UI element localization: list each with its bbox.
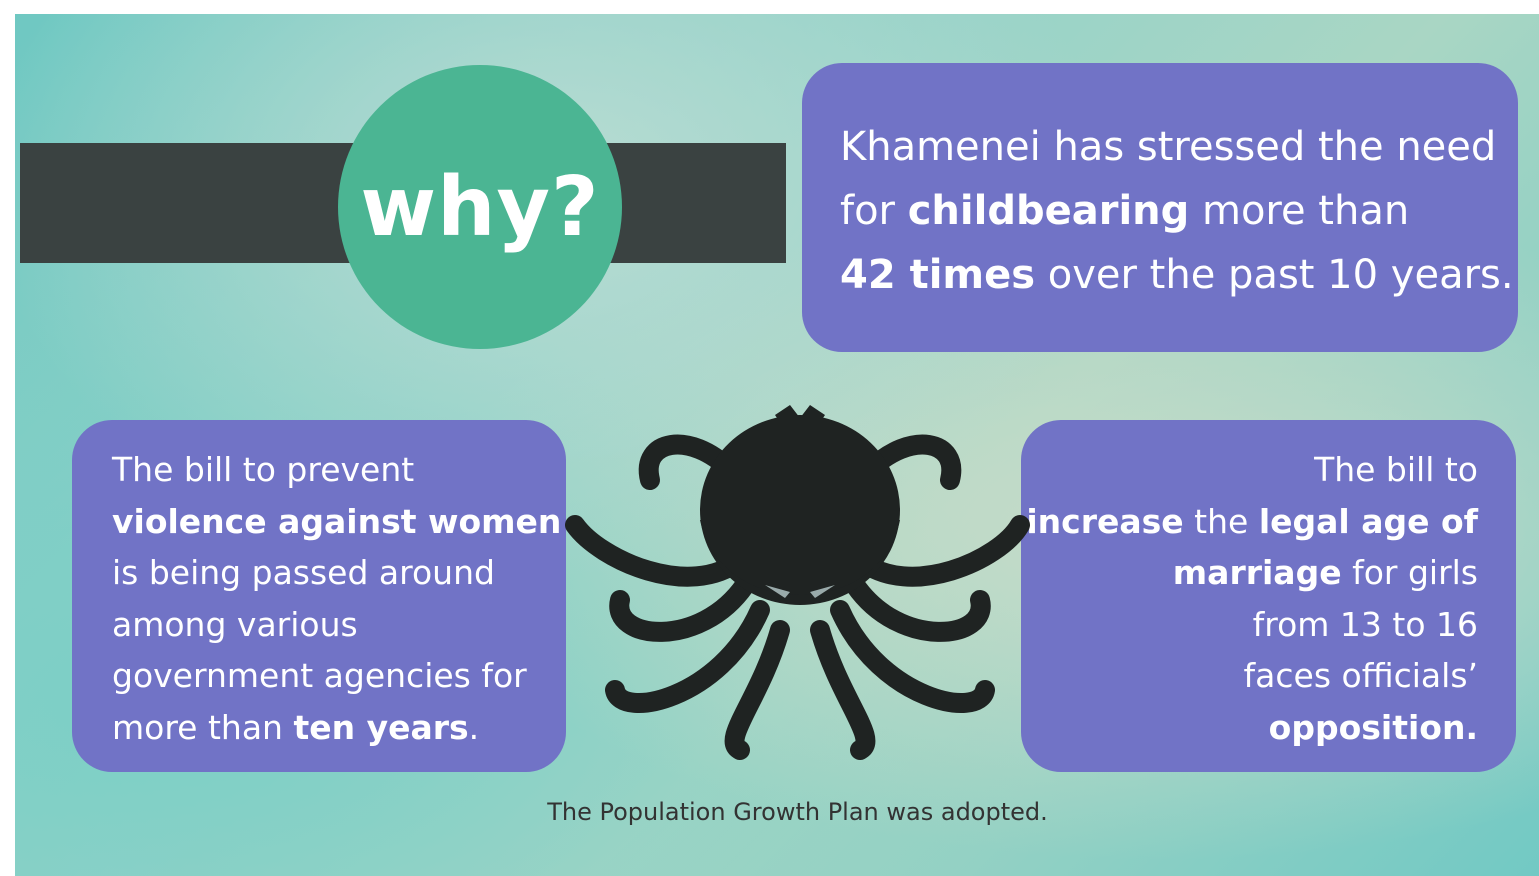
octopus [0,0,1539,876]
page: why? Khamenei has stressed the needfor c… [0,0,1539,876]
caption: The Population Growth Plan was adopted. [0,798,1539,826]
